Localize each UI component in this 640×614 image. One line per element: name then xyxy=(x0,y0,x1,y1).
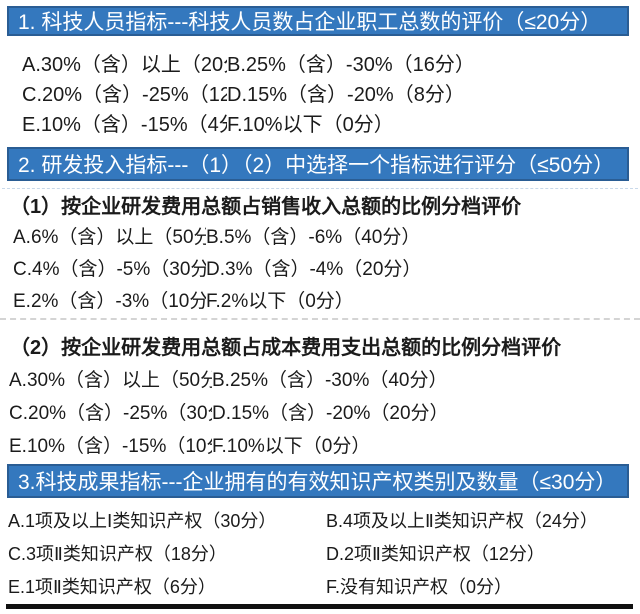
section-1-header-bar: 1. 科技人员指标---科技人员数占企业职工总数的评价（≤20分） xyxy=(7,6,629,36)
section-2-header-bar: 2. 研发投入指标---（1）（2）中选择一个指标进行评分（≤50分） xyxy=(7,147,629,181)
option-a: A.1项及以上Ⅰ类知识产权（30分） xyxy=(8,511,277,531)
option-row: E.2%（含）-3%（10分） F.2%以下（0分） xyxy=(0,286,640,318)
gray-dashed-divider xyxy=(0,318,640,320)
option-row: A.6%（含）以上（50分） B.5%（含）-6%（40分） xyxy=(0,222,640,254)
option-row: A.30%（含）以上（20分） B.25%（含）-30%（16分） xyxy=(0,50,640,80)
option-e: E.2%（含）-3%（10分） xyxy=(13,291,206,312)
option-f: F.10%以下（0分） xyxy=(212,436,371,457)
option-a: A.30%（含）以上（20分） xyxy=(22,54,227,76)
bottom-rule xyxy=(6,604,633,609)
option-row: C.3项Ⅱ类知识产权（18分） D.2项Ⅱ类知识产权（12分） xyxy=(0,538,640,571)
option-b: B.4项及以上Ⅱ类知识产权（24分） xyxy=(326,511,598,531)
option-row: E.10%（含）-15%（4分） F.10%以下（0分） xyxy=(0,110,640,140)
option-d: D.15%（含）-20%（8分） xyxy=(227,84,465,106)
option-row: E.1项Ⅱ类知识产权（6分） F.没有知识产权（0分） xyxy=(0,571,640,604)
section-2-header-text: 2. 研发投入指标---（1）（2）中选择一个指标进行评分（≤50分） xyxy=(18,154,615,177)
option-row: C.4%（含）-5%（30分） D.3%（含）-4%（20分） xyxy=(0,254,640,286)
option-c: C.3项Ⅱ类知识产权（18分） xyxy=(8,544,227,564)
option-row: A.1项及以上Ⅰ类知识产权（30分） B.4项及以上Ⅱ类知识产权（24分） xyxy=(0,505,640,538)
section-3-options: A.1项及以上Ⅰ类知识产权（30分） B.4项及以上Ⅱ类知识产权（24分） C.… xyxy=(0,505,640,604)
option-d: D.3%（含）-4%（20分） xyxy=(206,259,422,280)
option-row: E.10%（含）-15%（10分） F.10%以下（0分） xyxy=(0,430,640,463)
option-b: B.5%（含）-6%（40分） xyxy=(206,227,421,248)
option-e: E.10%（含）-15%（10分） xyxy=(9,436,212,457)
subsection-1-title: （1）按企业研发费用总额占销售收入总额的比例分档评价 xyxy=(10,196,522,218)
option-a: A.6%（含）以上（50分） xyxy=(13,227,206,248)
option-f: F.2%以下（0分） xyxy=(206,291,354,312)
section-1-header-text: 1. 科技人员指标---科技人员数占企业职工总数的评价（≤20分） xyxy=(18,11,602,34)
option-c: C.4%（含）-5%（30分） xyxy=(13,259,206,280)
subsection-1-options: A.6%（含）以上（50分） B.5%（含）-6%（40分） C.4%（含）-5… xyxy=(0,222,640,318)
option-b: B.25%（含）-30%（40分） xyxy=(212,370,448,391)
option-d: D.15%（含）-20%（20分） xyxy=(212,403,449,424)
option-row: A.30%（含）以上（50分） B.25%（含）-30%（40分） xyxy=(0,364,640,397)
option-e: E.1项Ⅱ类知识产权（6分） xyxy=(8,577,216,597)
option-b: B.25%（含）-30%（16分） xyxy=(227,54,475,76)
option-c: C.20%（含）-25%（12分） xyxy=(22,84,227,106)
section-3-header-bar: 3.科技成果指标---企业拥有的有效知识产权类别及数量（≤30分） xyxy=(7,464,629,498)
subsection-2-options: A.30%（含）以上（50分） B.25%（含）-30%（40分） C.20%（… xyxy=(0,364,640,463)
subsection-2-title: （2）按企业研发费用总额占成本费用支出总额的比例分档评价 xyxy=(10,337,562,359)
option-row: C.20%（含）-25%（12分） D.15%（含）-20%（8分） xyxy=(0,80,640,110)
light-dashed-divider xyxy=(2,188,638,189)
section-3-header-text: 3.科技成果指标---企业拥有的有效知识产权类别及数量（≤30分） xyxy=(18,471,617,494)
option-e: E.10%（含）-15%（4分） xyxy=(22,114,227,136)
option-f: F.10%以下（0分） xyxy=(227,114,394,136)
option-row: C.20%（含）-25%（30分） D.15%（含）-20%（20分） xyxy=(0,397,640,430)
option-d: D.2项Ⅱ类知识产权（12分） xyxy=(326,544,545,564)
section-1-options: A.30%（含）以上（20分） B.25%（含）-30%（16分） C.20%（… xyxy=(0,50,640,140)
option-f: F.没有知识产权（0分） xyxy=(326,577,513,597)
option-c: C.20%（含）-25%（30分） xyxy=(9,403,212,424)
option-a: A.30%（含）以上（50分） xyxy=(9,370,212,391)
